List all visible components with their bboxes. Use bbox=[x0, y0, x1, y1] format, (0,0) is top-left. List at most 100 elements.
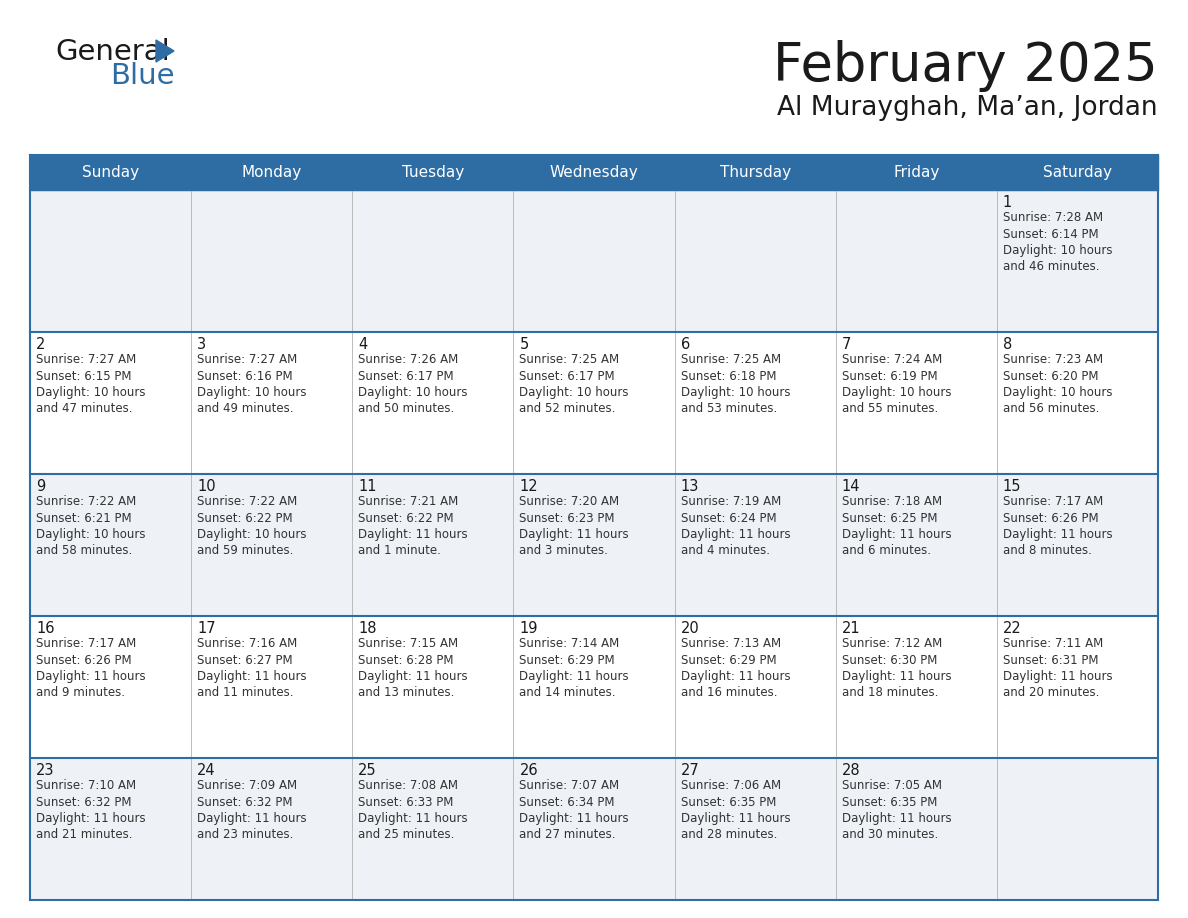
Text: 20: 20 bbox=[681, 621, 700, 636]
Text: Sunrise: 7:18 AM
Sunset: 6:25 PM
Daylight: 11 hours
and 6 minutes.: Sunrise: 7:18 AM Sunset: 6:25 PM Dayligh… bbox=[842, 495, 952, 557]
Text: 1: 1 bbox=[1003, 195, 1012, 210]
Text: Sunrise: 7:14 AM
Sunset: 6:29 PM
Daylight: 11 hours
and 14 minutes.: Sunrise: 7:14 AM Sunset: 6:29 PM Dayligh… bbox=[519, 637, 630, 700]
Bar bbox=[675, 758, 835, 900]
Bar bbox=[675, 616, 835, 758]
Bar bbox=[835, 758, 997, 900]
Bar bbox=[353, 758, 513, 900]
Text: 14: 14 bbox=[842, 479, 860, 494]
Bar bbox=[513, 758, 675, 900]
Bar bbox=[191, 474, 353, 616]
Text: Thursday: Thursday bbox=[720, 165, 791, 180]
Text: 7: 7 bbox=[842, 337, 851, 352]
Text: Saturday: Saturday bbox=[1043, 165, 1112, 180]
Bar bbox=[191, 758, 353, 900]
Text: Sunrise: 7:25 AM
Sunset: 6:17 PM
Daylight: 10 hours
and 52 minutes.: Sunrise: 7:25 AM Sunset: 6:17 PM Dayligh… bbox=[519, 353, 628, 416]
Bar bbox=[191, 332, 353, 474]
Text: Sunrise: 7:17 AM
Sunset: 6:26 PM
Daylight: 11 hours
and 9 minutes.: Sunrise: 7:17 AM Sunset: 6:26 PM Dayligh… bbox=[36, 637, 146, 700]
Text: General: General bbox=[55, 38, 170, 66]
Text: 11: 11 bbox=[359, 479, 377, 494]
Text: Friday: Friday bbox=[893, 165, 940, 180]
Text: 17: 17 bbox=[197, 621, 216, 636]
Text: Al Murayghah, Ma’an, Jordan: Al Murayghah, Ma’an, Jordan bbox=[777, 95, 1158, 121]
Text: 22: 22 bbox=[1003, 621, 1022, 636]
Text: 6: 6 bbox=[681, 337, 690, 352]
Text: Sunrise: 7:17 AM
Sunset: 6:26 PM
Daylight: 11 hours
and 8 minutes.: Sunrise: 7:17 AM Sunset: 6:26 PM Dayligh… bbox=[1003, 495, 1112, 557]
Bar bbox=[30, 616, 191, 758]
Text: 12: 12 bbox=[519, 479, 538, 494]
Text: Sunrise: 7:12 AM
Sunset: 6:30 PM
Daylight: 11 hours
and 18 minutes.: Sunrise: 7:12 AM Sunset: 6:30 PM Dayligh… bbox=[842, 637, 952, 700]
Text: Sunrise: 7:22 AM
Sunset: 6:21 PM
Daylight: 10 hours
and 58 minutes.: Sunrise: 7:22 AM Sunset: 6:21 PM Dayligh… bbox=[36, 495, 145, 557]
Bar bbox=[997, 190, 1158, 332]
Text: 16: 16 bbox=[36, 621, 55, 636]
Text: 23: 23 bbox=[36, 763, 55, 778]
Text: Monday: Monday bbox=[241, 165, 302, 180]
Text: 25: 25 bbox=[359, 763, 377, 778]
Bar bbox=[835, 616, 997, 758]
Bar bbox=[191, 190, 353, 332]
Text: 10: 10 bbox=[197, 479, 216, 494]
Text: 4: 4 bbox=[359, 337, 367, 352]
Bar bbox=[997, 616, 1158, 758]
Text: Sunrise: 7:15 AM
Sunset: 6:28 PM
Daylight: 11 hours
and 13 minutes.: Sunrise: 7:15 AM Sunset: 6:28 PM Dayligh… bbox=[359, 637, 468, 700]
Bar bbox=[30, 474, 191, 616]
Text: Sunrise: 7:13 AM
Sunset: 6:29 PM
Daylight: 11 hours
and 16 minutes.: Sunrise: 7:13 AM Sunset: 6:29 PM Dayligh… bbox=[681, 637, 790, 700]
Text: Wednesday: Wednesday bbox=[550, 165, 638, 180]
Text: 19: 19 bbox=[519, 621, 538, 636]
Bar bbox=[513, 190, 675, 332]
Text: Sunrise: 7:06 AM
Sunset: 6:35 PM
Daylight: 11 hours
and 28 minutes.: Sunrise: 7:06 AM Sunset: 6:35 PM Dayligh… bbox=[681, 779, 790, 842]
Bar bbox=[513, 474, 675, 616]
Text: Sunrise: 7:05 AM
Sunset: 6:35 PM
Daylight: 11 hours
and 30 minutes.: Sunrise: 7:05 AM Sunset: 6:35 PM Dayligh… bbox=[842, 779, 952, 842]
Text: 5: 5 bbox=[519, 337, 529, 352]
Bar bbox=[997, 758, 1158, 900]
Text: Sunrise: 7:20 AM
Sunset: 6:23 PM
Daylight: 11 hours
and 3 minutes.: Sunrise: 7:20 AM Sunset: 6:23 PM Dayligh… bbox=[519, 495, 630, 557]
Text: Sunrise: 7:28 AM
Sunset: 6:14 PM
Daylight: 10 hours
and 46 minutes.: Sunrise: 7:28 AM Sunset: 6:14 PM Dayligh… bbox=[1003, 211, 1112, 274]
Bar bbox=[353, 332, 513, 474]
Text: 27: 27 bbox=[681, 763, 700, 778]
Bar bbox=[675, 474, 835, 616]
Bar bbox=[30, 758, 191, 900]
Text: Sunrise: 7:09 AM
Sunset: 6:32 PM
Daylight: 11 hours
and 23 minutes.: Sunrise: 7:09 AM Sunset: 6:32 PM Dayligh… bbox=[197, 779, 307, 842]
Text: 24: 24 bbox=[197, 763, 216, 778]
Bar bbox=[997, 332, 1158, 474]
Text: 15: 15 bbox=[1003, 479, 1022, 494]
Text: Sunrise: 7:07 AM
Sunset: 6:34 PM
Daylight: 11 hours
and 27 minutes.: Sunrise: 7:07 AM Sunset: 6:34 PM Dayligh… bbox=[519, 779, 630, 842]
Bar bbox=[513, 332, 675, 474]
Bar bbox=[675, 332, 835, 474]
Bar bbox=[30, 332, 191, 474]
Bar bbox=[835, 332, 997, 474]
Bar bbox=[835, 474, 997, 616]
Text: 8: 8 bbox=[1003, 337, 1012, 352]
Text: 13: 13 bbox=[681, 479, 699, 494]
Text: 18: 18 bbox=[359, 621, 377, 636]
Text: Sunrise: 7:24 AM
Sunset: 6:19 PM
Daylight: 10 hours
and 55 minutes.: Sunrise: 7:24 AM Sunset: 6:19 PM Dayligh… bbox=[842, 353, 952, 416]
Text: Sunrise: 7:27 AM
Sunset: 6:15 PM
Daylight: 10 hours
and 47 minutes.: Sunrise: 7:27 AM Sunset: 6:15 PM Dayligh… bbox=[36, 353, 145, 416]
Bar bbox=[997, 474, 1158, 616]
Text: Sunday: Sunday bbox=[82, 165, 139, 180]
Text: 26: 26 bbox=[519, 763, 538, 778]
Text: Sunrise: 7:16 AM
Sunset: 6:27 PM
Daylight: 11 hours
and 11 minutes.: Sunrise: 7:16 AM Sunset: 6:27 PM Dayligh… bbox=[197, 637, 307, 700]
Text: Sunrise: 7:22 AM
Sunset: 6:22 PM
Daylight: 10 hours
and 59 minutes.: Sunrise: 7:22 AM Sunset: 6:22 PM Dayligh… bbox=[197, 495, 307, 557]
Text: Sunrise: 7:19 AM
Sunset: 6:24 PM
Daylight: 11 hours
and 4 minutes.: Sunrise: 7:19 AM Sunset: 6:24 PM Dayligh… bbox=[681, 495, 790, 557]
Bar bbox=[353, 474, 513, 616]
Bar bbox=[30, 190, 191, 332]
Text: 2: 2 bbox=[36, 337, 45, 352]
Bar bbox=[353, 616, 513, 758]
Bar bbox=[191, 616, 353, 758]
Text: 21: 21 bbox=[842, 621, 860, 636]
Text: 9: 9 bbox=[36, 479, 45, 494]
Polygon shape bbox=[156, 40, 173, 62]
Text: Sunrise: 7:25 AM
Sunset: 6:18 PM
Daylight: 10 hours
and 53 minutes.: Sunrise: 7:25 AM Sunset: 6:18 PM Dayligh… bbox=[681, 353, 790, 416]
Text: Sunrise: 7:08 AM
Sunset: 6:33 PM
Daylight: 11 hours
and 25 minutes.: Sunrise: 7:08 AM Sunset: 6:33 PM Dayligh… bbox=[359, 779, 468, 842]
Text: Tuesday: Tuesday bbox=[402, 165, 465, 180]
Text: Sunrise: 7:27 AM
Sunset: 6:16 PM
Daylight: 10 hours
and 49 minutes.: Sunrise: 7:27 AM Sunset: 6:16 PM Dayligh… bbox=[197, 353, 307, 416]
Text: Sunrise: 7:21 AM
Sunset: 6:22 PM
Daylight: 11 hours
and 1 minute.: Sunrise: 7:21 AM Sunset: 6:22 PM Dayligh… bbox=[359, 495, 468, 557]
Text: Sunrise: 7:10 AM
Sunset: 6:32 PM
Daylight: 11 hours
and 21 minutes.: Sunrise: 7:10 AM Sunset: 6:32 PM Dayligh… bbox=[36, 779, 146, 842]
Bar bbox=[353, 190, 513, 332]
Text: Sunrise: 7:11 AM
Sunset: 6:31 PM
Daylight: 11 hours
and 20 minutes.: Sunrise: 7:11 AM Sunset: 6:31 PM Dayligh… bbox=[1003, 637, 1112, 700]
Text: 3: 3 bbox=[197, 337, 207, 352]
Text: Sunrise: 7:23 AM
Sunset: 6:20 PM
Daylight: 10 hours
and 56 minutes.: Sunrise: 7:23 AM Sunset: 6:20 PM Dayligh… bbox=[1003, 353, 1112, 416]
Text: February 2025: February 2025 bbox=[773, 40, 1158, 92]
Bar bbox=[675, 190, 835, 332]
Bar bbox=[835, 190, 997, 332]
Text: Sunrise: 7:26 AM
Sunset: 6:17 PM
Daylight: 10 hours
and 50 minutes.: Sunrise: 7:26 AM Sunset: 6:17 PM Dayligh… bbox=[359, 353, 468, 416]
